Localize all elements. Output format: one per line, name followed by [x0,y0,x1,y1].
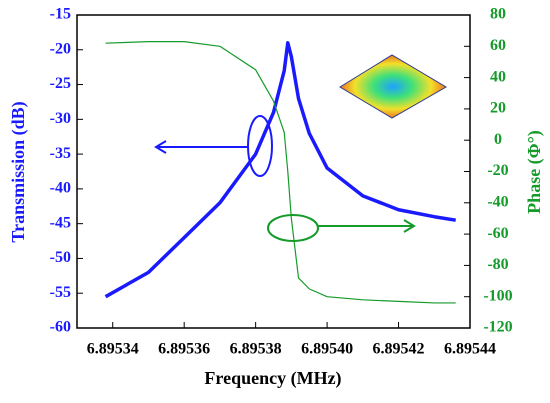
y-tick-label: -45 [50,214,71,231]
y-tick-label: -40 [50,180,71,197]
x-tick-label: 6.89540 [301,341,353,358]
series-line [104,41,456,299]
y-axis-label: Transmission (dB) [8,101,29,242]
y2-tick-label: -60 [487,225,508,242]
y2-tick-label: 0 [494,131,502,148]
y-tick-label: -35 [50,145,71,162]
y-tick-label: -15 [50,6,71,23]
y2-tick-label: 20 [490,100,506,117]
x-tick-label: 6.89542 [373,341,425,358]
x-tick-label: 6.89534 [87,341,139,358]
inset-image [339,54,447,119]
y-tick-label: -30 [50,110,71,127]
y2-tick-label: -100 [483,287,512,304]
y2-tick-label: 80 [490,6,506,23]
y-tick-label: -55 [50,284,71,301]
x-tick-label: 6.89536 [158,341,210,358]
series-line [105,41,456,304]
x-tick-label: 6.89538 [230,341,282,358]
y2-axis-label: Phase (Φ°) [524,130,545,214]
y2-tick-label: -120 [483,319,512,336]
y2-tick-label: -80 [487,256,508,273]
annotation-arrowhead [154,140,167,154]
y2-tick-label: 60 [490,37,506,54]
y2-tick-label: -40 [487,193,508,210]
y-tick-label: -60 [50,319,71,336]
y-tick-label: -50 [50,249,71,266]
x-axis-label: Frequency (MHz) [204,368,341,389]
y2-tick-label: -20 [487,162,508,179]
annotation-arrowhead [403,219,416,233]
y-tick-label: -25 [50,75,71,92]
annotation-ellipse [267,214,319,242]
y2-tick-label: 40 [490,68,506,85]
y-tick-label: -20 [50,40,71,57]
x-tick-label: 6.89544 [444,341,496,358]
